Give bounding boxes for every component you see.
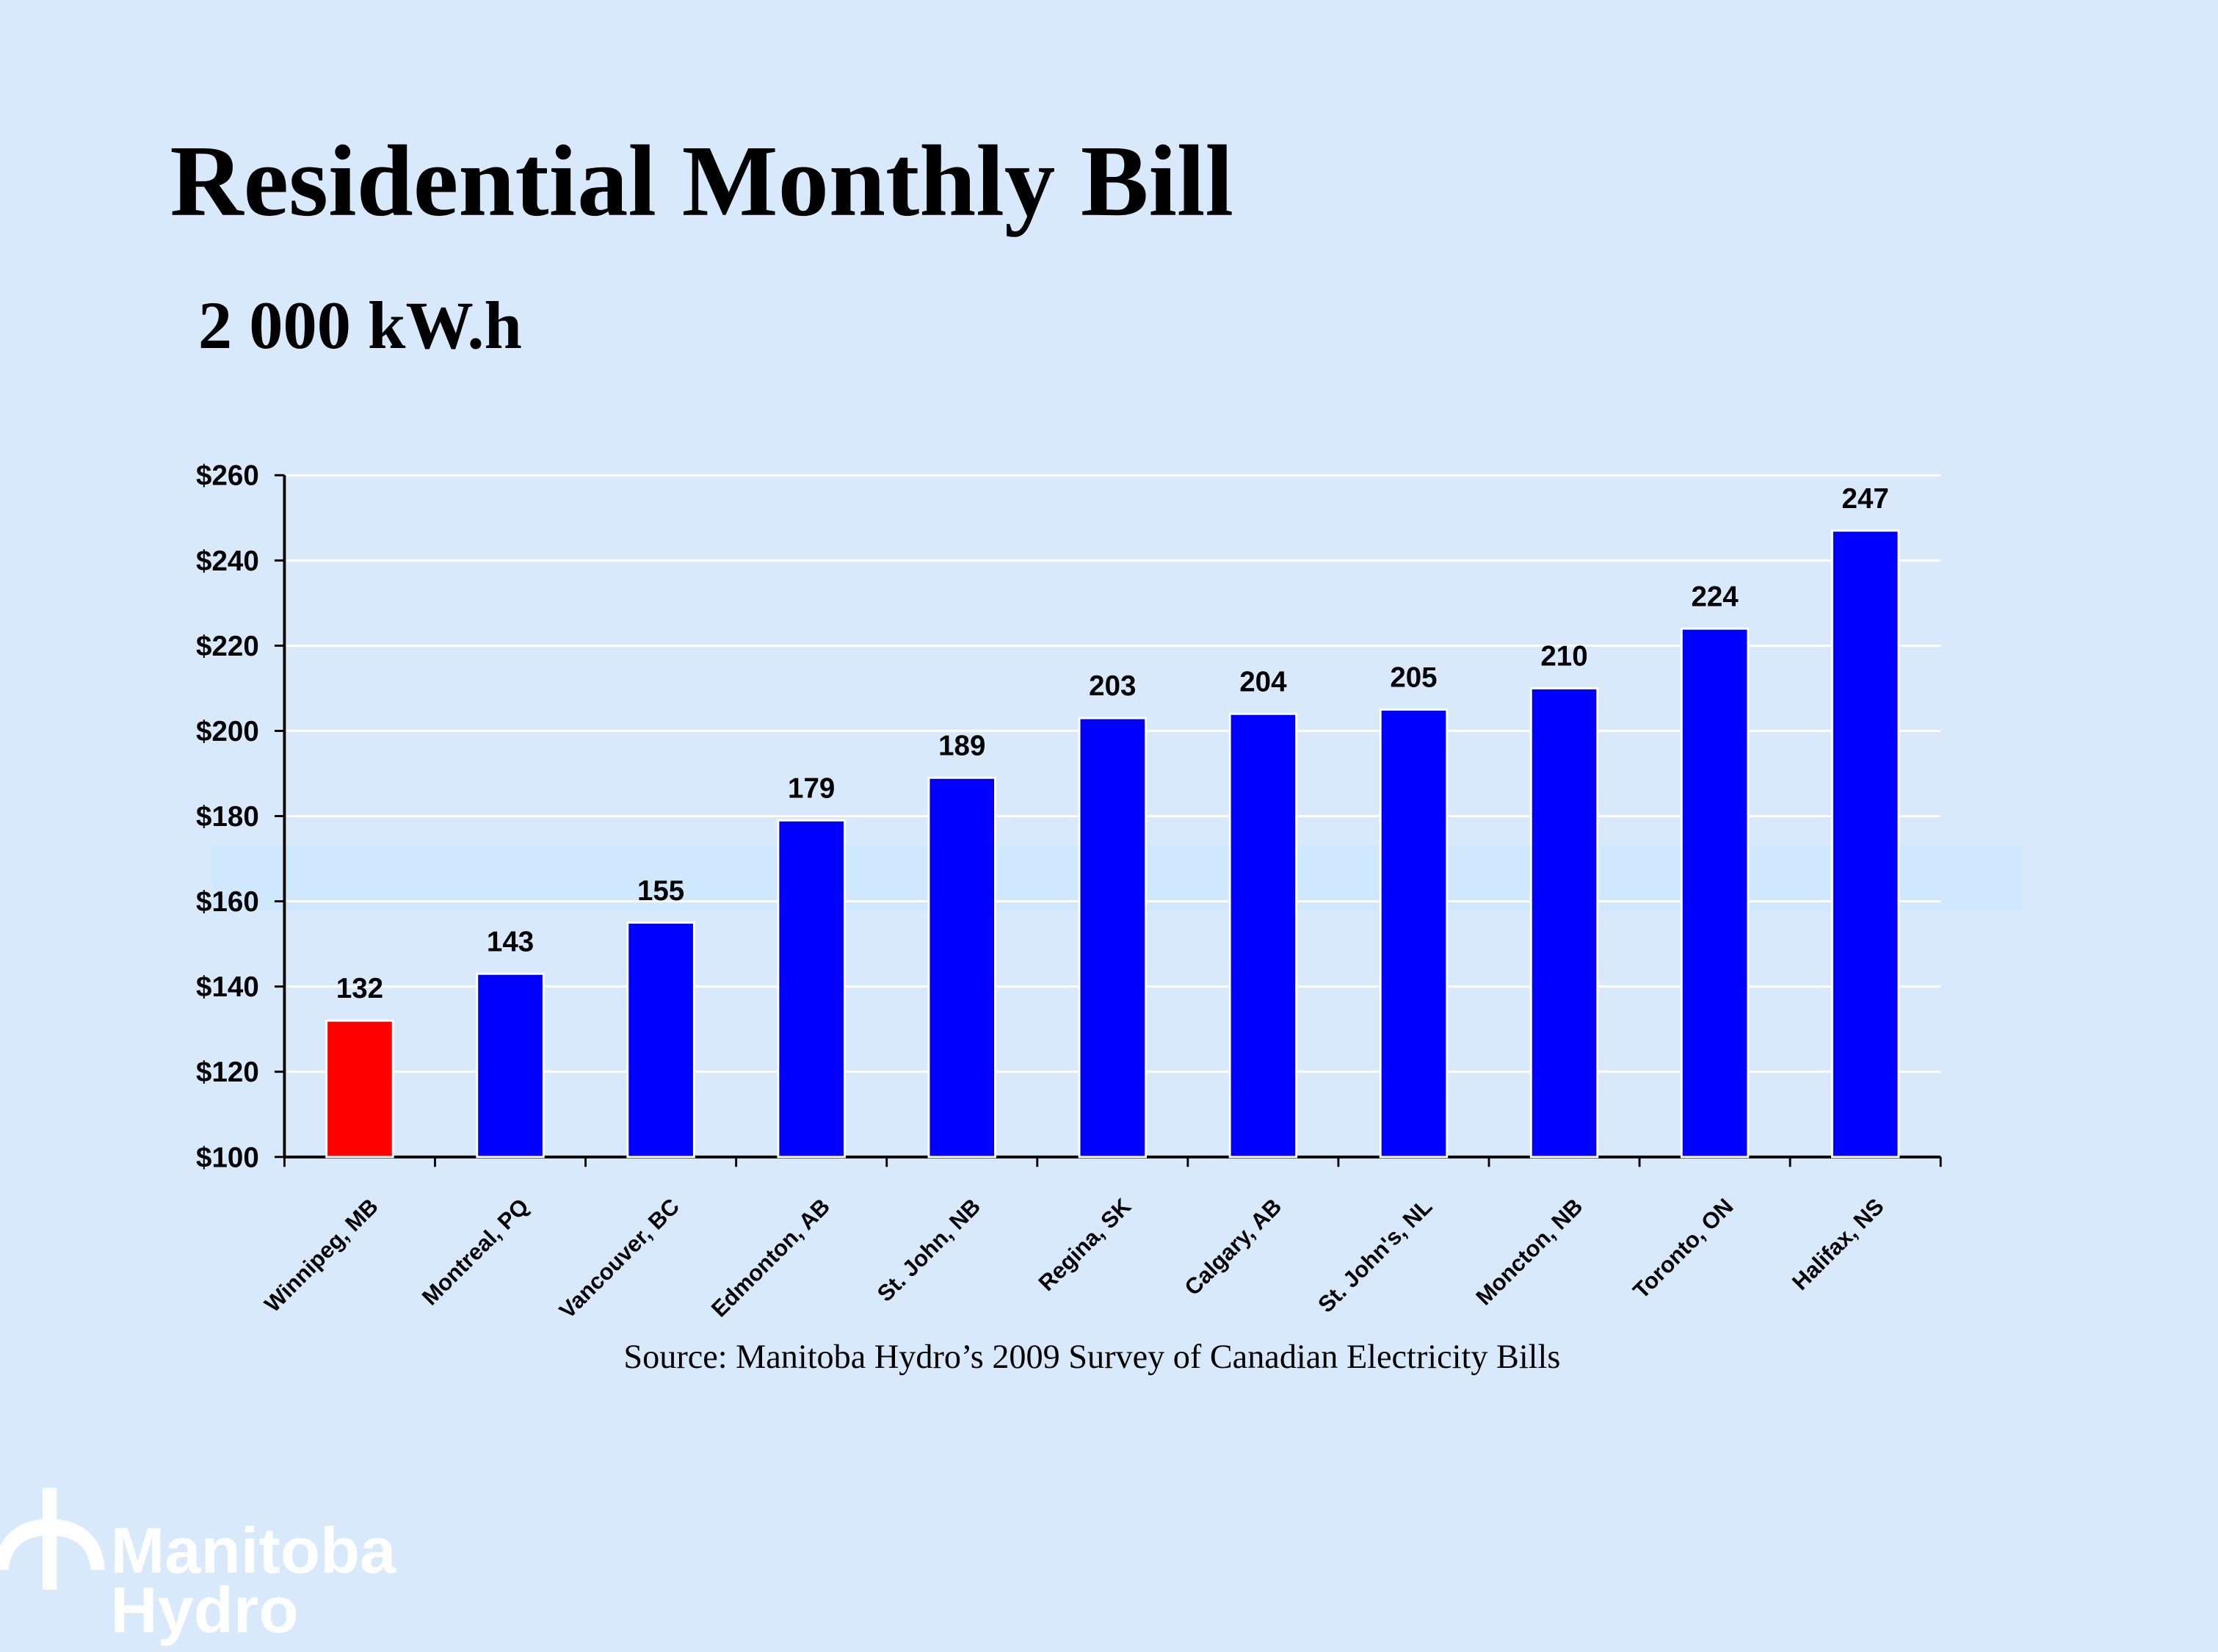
bar <box>1379 708 1449 1159</box>
y-tick-label: $260 <box>196 460 259 492</box>
value-label: 155 <box>637 875 684 907</box>
value-label: 204 <box>1239 666 1287 698</box>
value-label: 247 <box>1842 483 1889 515</box>
y-tick-label: $100 <box>196 1142 259 1173</box>
value-label: 205 <box>1390 662 1437 694</box>
bar <box>476 972 545 1159</box>
value-label: 132 <box>336 973 383 1004</box>
y-tick-label: $240 <box>196 546 259 577</box>
bar <box>927 776 996 1159</box>
logo: Manitoba Hydro <box>0 1488 396 1646</box>
bar <box>1830 529 1900 1159</box>
y-tick-label: $120 <box>196 1057 259 1088</box>
bar <box>777 819 846 1159</box>
value-label: 189 <box>938 730 985 761</box>
bar <box>1078 717 1148 1159</box>
source-note: Source: Manitoba Hydro’s 2009 Survey of … <box>623 1338 1560 1375</box>
y-tick-label: $220 <box>196 631 259 662</box>
value-label: 179 <box>788 772 835 804</box>
value-label: 224 <box>1691 581 1739 612</box>
logo-text: Manitoba <box>110 1514 396 1587</box>
value-label: 210 <box>1540 641 1587 673</box>
y-tick-label: $180 <box>196 801 259 833</box>
bar <box>1529 686 1599 1159</box>
y-tick-label: $200 <box>196 716 259 747</box>
bar <box>1228 712 1298 1159</box>
y-tick-label: $140 <box>196 971 259 1003</box>
bar <box>626 921 695 1159</box>
logo-text: Hydro <box>110 1573 298 1646</box>
bar <box>1680 627 1750 1159</box>
y-tick-label: $160 <box>196 886 259 918</box>
value-label: 143 <box>487 926 534 957</box>
bar <box>325 1019 394 1159</box>
value-label: 203 <box>1089 670 1136 702</box>
logo-icon <box>0 1488 105 1590</box>
chart-subtitle: 2 000 kW.h <box>198 288 522 363</box>
chart-title: Residential Monthly Bill <box>170 124 1233 237</box>
